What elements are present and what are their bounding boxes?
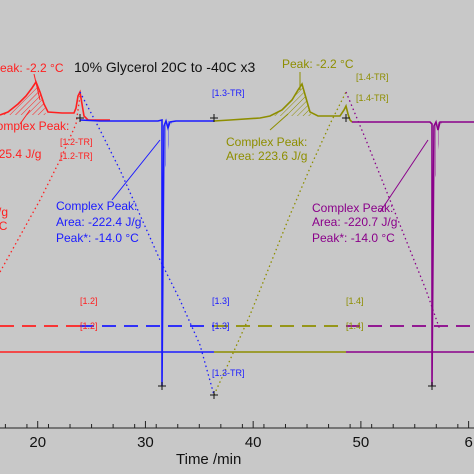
red-temp-ramp	[0, 95, 81, 273]
tag-1-2-tr-red-b: [1.2-TR]	[60, 151, 93, 161]
ann-red-frag-2: °C	[0, 219, 8, 233]
tag-1-3-tr-blue-b: [1.3-TR]	[212, 368, 245, 378]
series-blue	[79, 91, 215, 396]
red-peak-hatch	[0, 82, 46, 115]
peak-markers	[76, 114, 436, 399]
marker-purple-spike	[428, 382, 436, 390]
x-tick-label: 50	[353, 434, 370, 451]
ann-purple-complex-2: Area: -220.7 J/g	[312, 215, 397, 229]
ann-olive-complex-2: Area: 223.6 J/g	[226, 149, 307, 163]
marker-blue-spike	[158, 382, 166, 390]
series-olive	[213, 82, 353, 396]
x-tick-label: 20	[29, 434, 46, 451]
tag-1-4-tr-olive-a: [1.4-TR]	[356, 72, 389, 82]
tag-1-4-tr-olive-b: [1.4-TR]	[356, 93, 389, 103]
leader-blue-complex	[111, 139, 161, 201]
x-tick-label: 40	[245, 434, 262, 451]
marker-olive-end	[342, 114, 350, 122]
series-red	[0, 80, 110, 353]
leader-red-peak	[33, 73, 41, 101]
tag-1-4-olive-b: [1.4]	[346, 321, 364, 331]
ann-purple-complex-1: Complex Peak:	[312, 201, 393, 215]
red-heatflow-line	[0, 80, 110, 121]
marker-blue-end	[210, 114, 218, 122]
olive-peak-hatch	[270, 84, 312, 116]
ann-blue-complex-2: Area: -222.4 J/g	[56, 215, 141, 229]
x-axis-ticks: 20 30 40 50 6	[4, 421, 473, 451]
x-tick-label: 6	[464, 434, 472, 451]
chart-title: 10% Glycerol 20C to -40C x3	[74, 59, 256, 75]
tag-1-4-olive-a: [1.4]	[346, 296, 364, 306]
tag-1-3-blue-a: [1.3]	[212, 296, 230, 306]
ann-olive-peak: Peak: -2.2 °C	[282, 57, 354, 71]
tag-1-2-red-a: [1.2]	[80, 296, 98, 306]
annotations: Peak: -2.2 °C Complex Peak: Area: 225.4 …	[0, 57, 397, 245]
x-axis-label: Time /min	[176, 451, 241, 468]
blue-peak-hatch	[164, 121, 172, 170]
marker-red-end	[76, 114, 84, 122]
ann-blue-complex-3: Peak*: -14.0 °C	[56, 231, 139, 245]
tag-1-2-tr-red: [1.2-TR]	[60, 137, 93, 147]
olive-heatflow-line	[213, 82, 353, 123]
ann-red-peak: Peak: -2.2 °C	[0, 61, 64, 75]
segment-tags: [1.2-TR] [1.2-TR] [1.2] [1.2] [1.3-TR] […	[60, 72, 389, 378]
tag-1-3-tr-blue: [1.3-TR]	[212, 88, 245, 98]
ann-blue-complex-1: Complex Peak:	[56, 199, 137, 213]
ann-red-complex-1: Complex Peak:	[0, 119, 69, 133]
blue-temp-ramp	[79, 91, 215, 396]
leader-red-complex	[19, 109, 31, 125]
leader-olive-complex	[269, 113, 289, 131]
ann-olive-complex-1: Complex Peak:	[226, 135, 307, 149]
ann-purple-complex-3: Peak*: -14.0 °C	[312, 231, 395, 245]
annotation-leaders	[19, 72, 429, 213]
ann-red-frag-1: J/g	[0, 205, 8, 219]
ann-red-complex-2: Area: 225.4 J/g	[0, 147, 41, 161]
marker-blue-ramp-end	[210, 391, 218, 399]
purple-peak-hatch	[434, 122, 442, 180]
tag-1-3-blue-b: [1.3]	[212, 321, 230, 331]
tag-1-2-red-b: [1.2]	[80, 321, 98, 331]
x-tick-label: 30	[137, 434, 154, 451]
leader-purple-complex	[379, 139, 429, 213]
purple-temp-ramp	[345, 91, 441, 331]
